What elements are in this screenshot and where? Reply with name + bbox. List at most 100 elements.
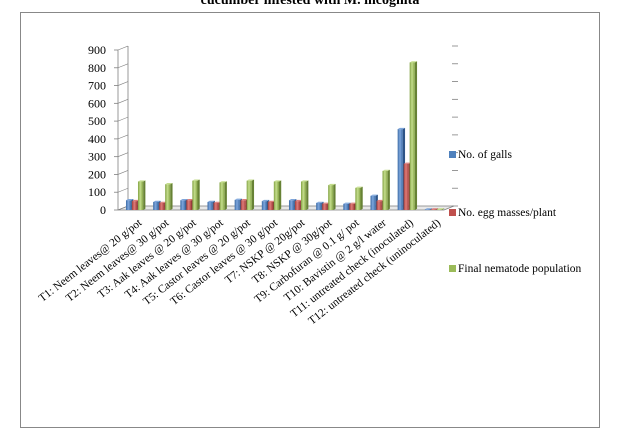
y-tick-label: 700 bbox=[88, 79, 106, 93]
bar-top bbox=[328, 183, 336, 186]
bar-top bbox=[267, 200, 276, 202]
bar-front bbox=[273, 181, 280, 210]
bar-top bbox=[273, 180, 282, 182]
bar-top bbox=[370, 194, 378, 196]
y-depth-tick bbox=[117, 63, 129, 69]
bar-top bbox=[355, 186, 363, 188]
bar-top bbox=[192, 179, 200, 181]
bar-top bbox=[246, 179, 255, 181]
y-tick-label: 300 bbox=[88, 150, 106, 164]
bar-side bbox=[197, 179, 200, 210]
bar-front bbox=[376, 201, 382, 210]
bar-front bbox=[246, 180, 252, 210]
bar-nematode-population bbox=[300, 180, 309, 210]
legend-label: No. of galls bbox=[458, 149, 513, 161]
bar-top bbox=[240, 199, 249, 201]
bar-front bbox=[370, 195, 376, 210]
bar-top bbox=[376, 199, 384, 202]
bar-top bbox=[349, 202, 357, 204]
bar-galls bbox=[424, 208, 433, 210]
bar-top bbox=[430, 208, 439, 210]
bar-front bbox=[219, 182, 225, 210]
bar-top bbox=[131, 199, 140, 202]
bar-nematode-population bbox=[246, 179, 255, 210]
bar-top bbox=[234, 198, 243, 200]
y-depth-tick bbox=[117, 99, 129, 104]
bar-nematode-population bbox=[192, 179, 200, 210]
bar-top bbox=[300, 180, 309, 182]
bar-top bbox=[153, 200, 161, 202]
bar-front bbox=[288, 200, 295, 210]
bar-top bbox=[207, 200, 215, 202]
bar-front bbox=[159, 202, 165, 210]
bar-nematode-population bbox=[219, 181, 227, 210]
bar-top bbox=[261, 199, 270, 202]
y-tick-label: 400 bbox=[88, 132, 106, 146]
bar-top bbox=[125, 199, 134, 201]
bar-front bbox=[137, 181, 144, 210]
bar-nematode-population bbox=[273, 180, 282, 210]
bar-front bbox=[153, 202, 159, 210]
y-tick-label: 800 bbox=[88, 61, 106, 75]
y-axis: 0 100 200 300 400 500 600 700 800 900 bbox=[88, 43, 458, 217]
bar-top bbox=[294, 199, 303, 202]
bar-side bbox=[143, 180, 146, 210]
bar-side bbox=[251, 179, 255, 210]
legend-swatch bbox=[449, 151, 456, 158]
bars bbox=[125, 61, 445, 210]
bar-front bbox=[355, 187, 361, 210]
legend-label: No. egg masses/plant bbox=[458, 207, 557, 219]
bar-top bbox=[213, 201, 221, 203]
bar-front bbox=[294, 201, 301, 210]
legend-item-nematode-population: Final nematode population bbox=[449, 263, 582, 275]
bar-side bbox=[436, 208, 439, 210]
bar-front bbox=[267, 202, 274, 210]
bar-top bbox=[322, 202, 330, 204]
bar-front bbox=[213, 202, 219, 210]
y-depth-tick bbox=[117, 152, 129, 157]
bar-nematode-population bbox=[165, 183, 173, 210]
bar-top bbox=[180, 199, 188, 201]
bar-top bbox=[137, 180, 146, 182]
bar-front bbox=[300, 181, 307, 210]
bar-front bbox=[240, 200, 246, 210]
bar-top bbox=[343, 202, 351, 204]
legend-swatch bbox=[449, 209, 456, 216]
bar-top bbox=[397, 127, 406, 130]
bar-front bbox=[165, 184, 171, 210]
bar-front bbox=[192, 180, 198, 210]
plot-area-border bbox=[20, 12, 600, 428]
y-tick-label: 100 bbox=[88, 185, 106, 199]
bar-front bbox=[397, 129, 403, 210]
y-tick-label: 600 bbox=[88, 96, 106, 110]
legend-item-galls: No. of galls bbox=[449, 149, 513, 161]
y-depth-tick bbox=[117, 170, 129, 175]
bar-side bbox=[224, 181, 227, 210]
bar-side bbox=[306, 180, 309, 210]
bar-top bbox=[159, 201, 167, 203]
bar-front bbox=[409, 62, 415, 210]
bar-nematode-population bbox=[355, 186, 363, 210]
bar-front bbox=[424, 209, 431, 210]
bar-front bbox=[403, 163, 409, 210]
bar-front bbox=[430, 209, 437, 210]
bar-front bbox=[343, 203, 349, 210]
bar-side bbox=[387, 169, 390, 210]
bar-side bbox=[442, 208, 445, 210]
bar-front bbox=[207, 202, 213, 210]
bar-front bbox=[322, 203, 328, 210]
bar-side bbox=[279, 180, 282, 210]
y-depth-tick bbox=[117, 45, 129, 51]
bar-front bbox=[131, 201, 138, 210]
bar-nematode-population bbox=[436, 208, 445, 210]
bar-top bbox=[219, 181, 227, 183]
legend: No. of galls No. egg masses/plant Final ne… bbox=[449, 149, 582, 275]
bar-front bbox=[328, 185, 334, 210]
bar-side bbox=[414, 61, 418, 210]
bar-front bbox=[261, 201, 268, 210]
chart-title: cucumber infested with M. incognita bbox=[201, 0, 420, 8]
bar-side bbox=[360, 186, 363, 210]
bar-top bbox=[403, 162, 412, 164]
